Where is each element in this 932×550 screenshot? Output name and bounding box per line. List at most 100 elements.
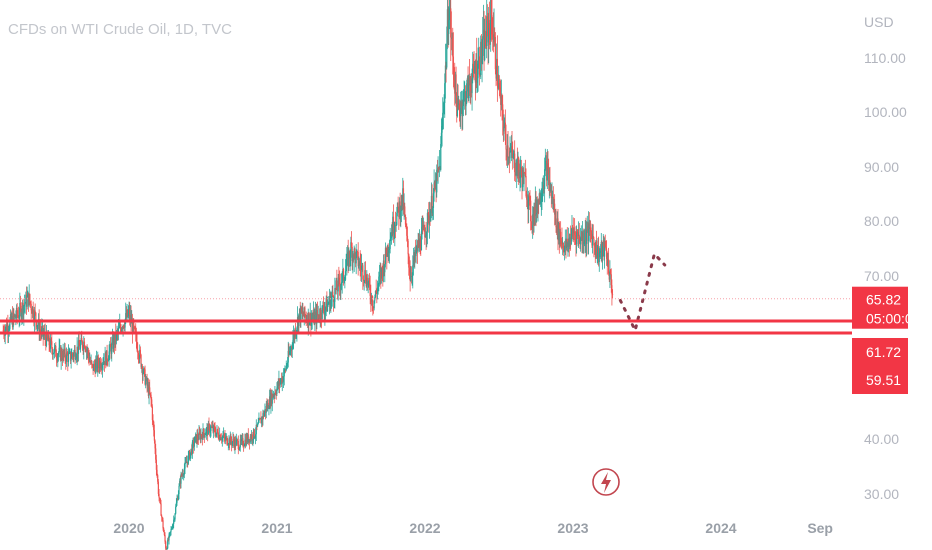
candle-body [105,353,107,366]
candle-body [155,459,157,470]
candle-body [287,350,289,363]
candle-body [506,145,508,158]
candle-body [413,256,415,261]
candle-body [409,272,411,281]
candle-body [209,425,211,433]
candle-body [571,227,573,237]
candle-body [263,413,265,417]
candle-body [393,232,395,234]
candle-body [347,251,349,267]
candle-body [48,335,50,346]
candle-body [458,103,460,106]
candle-body [97,358,99,369]
candle-body [464,90,466,93]
candle-body [428,213,430,225]
candle-body [208,424,210,426]
candle-body [565,240,567,249]
candle-body [383,260,385,273]
candle-body [60,350,62,361]
candle-body [41,328,43,334]
candle-body [90,361,92,363]
candle-body [323,310,325,315]
candle-body [406,235,409,241]
candle-body [173,519,175,521]
candle-body [139,349,141,359]
candle-body [523,172,525,185]
lightning-icon[interactable] [592,468,620,496]
candle-body [453,73,455,80]
candle-body [382,269,384,277]
candle-body [444,65,447,84]
candle-body [150,394,152,400]
candle-body [105,350,108,366]
candle-body [340,282,343,285]
candle-body [109,344,111,352]
candle-body [235,440,237,446]
candle-body [46,331,48,338]
candle-body [509,151,511,159]
candle-body [187,461,189,464]
candle-body [452,37,454,57]
candle-body [309,313,311,322]
candle-body [111,337,114,343]
candle-body [159,497,161,499]
candle-body [61,350,63,358]
candle-body [27,292,30,306]
candle-body [562,242,564,249]
candle-body [391,232,393,235]
candle-body [195,434,197,443]
candle-body [205,429,207,434]
candle-body [281,377,283,384]
candle-body [260,418,262,424]
candle-body [206,427,208,430]
candle-body [112,337,114,349]
candle-body [21,302,24,313]
candle-body [91,364,94,366]
candle-body [490,0,492,16]
candle-body [181,474,183,476]
candle-body [181,473,183,476]
chart-title: CFDs on WTI Crude Oil, 1D, TVC [8,21,232,38]
candle-body [450,37,453,40]
candle-body [214,428,216,434]
candle-body [81,338,83,342]
candle-body [352,254,355,261]
candle-body [66,352,68,355]
candle-body [416,244,419,252]
candle-body [496,58,498,86]
candle-body [193,443,195,447]
candle-body [167,539,169,549]
candle-body [465,98,467,107]
y-tick-label: 90.00 [864,159,899,175]
candle-body [119,324,122,329]
candle-body [466,83,468,99]
candle-body [212,426,214,432]
candle-body [141,366,143,375]
candle-body [44,332,46,339]
candle-body [240,439,242,442]
candle-body [390,238,392,241]
candle-body [55,356,58,359]
candle-body [436,169,438,193]
candle-body [504,122,506,134]
candle-body [186,461,188,463]
candle-body [372,307,375,309]
candle-body [239,447,241,450]
candle-body [274,392,277,394]
candle-body [534,199,536,217]
candle-body [424,234,427,238]
candle-body [577,232,579,237]
candle-body [503,126,505,132]
candle-body [529,196,531,201]
candle-body [93,363,95,371]
candle-body [392,216,394,235]
candle-body [506,149,508,158]
candle-body [267,402,269,409]
candle-body [203,429,205,434]
candle-body [516,161,518,177]
candle-body [459,110,461,117]
candle-body [504,122,506,127]
candle-body [501,95,503,105]
candle-body [325,298,327,308]
